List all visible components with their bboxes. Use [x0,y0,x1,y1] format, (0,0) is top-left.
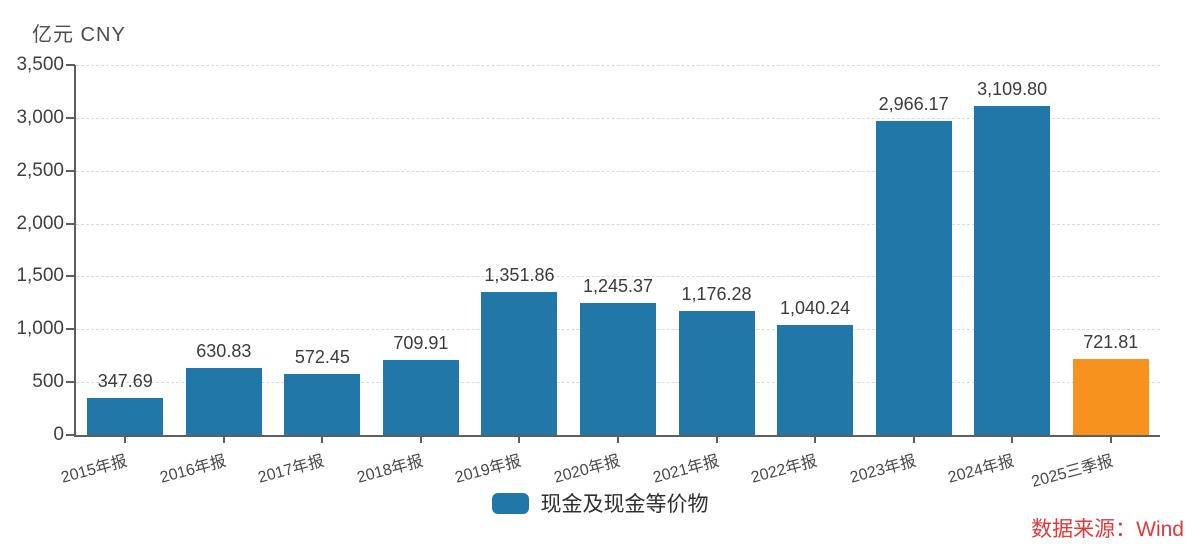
x-axis-tick [321,435,324,443]
y-axis-tick-label: 0 [53,424,64,445]
bar[interactable] [284,374,361,435]
bar-value-label: 1,040.24 [780,298,851,319]
bar-value-label: 347.69 [97,371,153,392]
bar-value-label: 721.81 [1083,331,1139,352]
gridline [76,170,1160,172]
y-axis-tick-label: 1,500 [16,265,64,287]
y-axis-tick [66,381,75,384]
y-axis-tick-label: 2,500 [16,159,64,181]
bar[interactable] [1072,358,1149,435]
x-axis-tick [912,435,915,443]
bar[interactable] [481,292,558,435]
y-axis-tick [66,116,75,119]
legend-label: 现金及现金等价物 [540,493,709,516]
bar[interactable] [87,398,164,435]
bar-value-label: 630.83 [196,341,252,362]
gridline [76,65,1160,66]
bar-value-label: 1,176.28 [681,283,752,304]
y-axis-tick [66,222,75,225]
data-source-label: 数据来源：Wind [1031,518,1184,541]
y-axis-tick-label: 2,000 [16,212,64,234]
bar[interactable] [580,303,656,435]
y-axis-unit-label: 亿元 CNY [32,24,126,46]
y-axis-tick-label: 1,000 [16,318,64,340]
x-axis-tick [419,435,422,443]
bar[interactable] [185,368,262,435]
x-axis-tick [518,435,521,443]
x-axis-tick [617,435,619,443]
x-axis-tick [1011,435,1014,443]
bar-value-label: 709.91 [393,332,449,353]
bar[interactable] [678,310,755,435]
bar-value-label: 1,351.86 [484,265,555,286]
y-axis-tick [66,434,75,436]
bar[interactable] [777,325,854,435]
y-axis-tick [66,328,75,331]
bar-value-label: 3,109.80 [977,79,1048,100]
y-axis-tick-label: 500 [32,371,64,393]
x-axis-tick [715,435,718,443]
y-axis-tick [66,64,75,66]
x-axis-tick [1109,435,1112,443]
gridline [76,276,1160,278]
y-axis-tick [66,169,75,172]
bar[interactable] [382,359,459,435]
x-axis-tick [814,435,817,443]
gridline [76,117,1160,119]
plot-area: 0 500 1,000 1,500 2,000 2,500 3,000 3,500 347.69… [16,54,1160,491]
bar-value-label: 1,245.37 [582,276,654,297]
bar-value-label: 572.45 [294,347,350,368]
bar[interactable] [875,121,952,435]
legend-swatch [491,492,529,514]
y-axis-tick-label: 3,000 [16,106,64,128]
bar-value-label: 2,966.17 [878,94,949,115]
x-axis-tick [124,435,127,443]
bar[interactable] [974,106,1051,435]
legend[interactable]: 现金及现金等价物 [0,488,1200,518]
x-axis-tick [222,435,225,443]
y-axis-tick-label: 3,500 [16,54,64,75]
gridline [76,223,1160,225]
y-axis-tick [66,275,75,278]
